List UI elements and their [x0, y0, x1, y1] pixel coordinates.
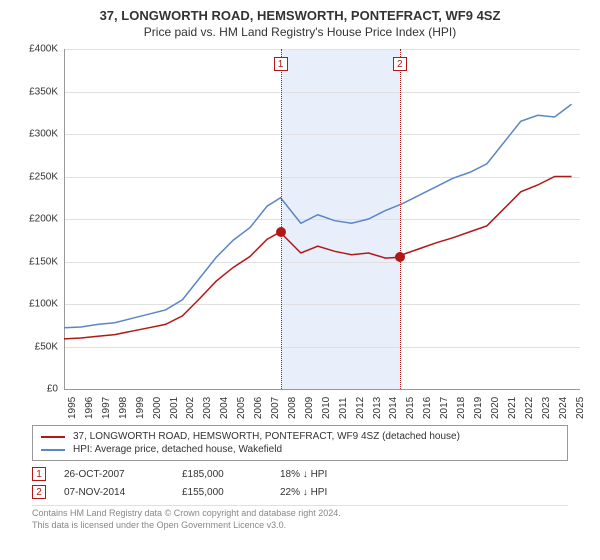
- y-tick-label: £50K: [18, 341, 58, 352]
- legend: 37, LONGWORTH ROAD, HEMSWORTH, PONTEFRAC…: [32, 425, 568, 461]
- y-tick-label: £400K: [18, 44, 58, 55]
- x-tick-label: 2023: [541, 397, 552, 419]
- x-tick-label: 2011: [338, 397, 349, 419]
- sales-row-date: 26-OCT-2007: [64, 469, 164, 480]
- x-axis: [64, 389, 580, 390]
- y-tick-label: £250K: [18, 171, 58, 182]
- x-tick-label: 1998: [118, 397, 129, 419]
- y-tick-label: £0: [18, 384, 58, 395]
- y-tick-label: £350K: [18, 86, 58, 97]
- event-vline: [400, 49, 401, 389]
- x-tick-label: 2001: [169, 397, 180, 419]
- chart-subtitle: Price paid vs. HM Land Registry's House …: [12, 25, 588, 39]
- y-tick-label: £300K: [18, 129, 58, 140]
- x-tick-label: 2002: [185, 397, 196, 419]
- x-tick-label: 2016: [422, 397, 433, 419]
- sales-row: 2 07-NOV-2014 £155,000 22% ↓ HPI: [32, 483, 568, 501]
- footer-line1: Contains HM Land Registry data © Crown c…: [32, 506, 568, 518]
- legend-label-subject: 37, LONGWORTH ROAD, HEMSWORTH, PONTEFRAC…: [73, 431, 460, 442]
- plot-region: 12: [64, 49, 580, 389]
- sales-row-price: £155,000: [182, 487, 262, 498]
- chart-lines: [64, 49, 580, 389]
- x-tick-label: 2025: [575, 397, 586, 419]
- x-tick-label: 2005: [236, 397, 247, 419]
- event-marker: 1: [274, 57, 288, 71]
- x-tick-label: 2012: [355, 397, 366, 419]
- sales-row: 1 26-OCT-2007 £185,000 18% ↓ HPI: [32, 465, 568, 483]
- x-tick-label: 2010: [321, 397, 332, 419]
- sales-row-date: 07-NOV-2014: [64, 487, 164, 498]
- sales-row-marker: 1: [32, 467, 46, 481]
- legend-swatch-hpi: [41, 449, 65, 451]
- x-tick-label: 2015: [405, 397, 416, 419]
- x-tick-label: 2024: [558, 397, 569, 419]
- x-tick-label: 2003: [202, 397, 213, 419]
- x-tick-label: 2020: [490, 397, 501, 419]
- chart-title: 37, LONGWORTH ROAD, HEMSWORTH, PONTEFRAC…: [12, 8, 588, 23]
- sales-table: 1 26-OCT-2007 £185,000 18% ↓ HPI 2 07-NOV-201…: [32, 465, 568, 501]
- x-tick-label: 1999: [135, 397, 146, 419]
- x-tick-label: 1995: [67, 397, 78, 419]
- x-tick-label: 2014: [388, 397, 399, 419]
- sales-row-vs-hpi: 18% ↓ HPI: [280, 469, 327, 480]
- footer-line2: This data is licensed under the Open Gov…: [32, 518, 568, 530]
- sales-row-vs-hpi: 22% ↓ HPI: [280, 487, 327, 498]
- x-tick-label: 2018: [456, 397, 467, 419]
- x-tick-label: 2013: [372, 397, 383, 419]
- x-tick-label: 2021: [507, 397, 518, 419]
- x-tick-label: 1997: [101, 397, 112, 419]
- chart-area: 12 £0£50K£100K£150K£200K£250K£300K£350K£…: [20, 49, 580, 419]
- x-tick-label: 2004: [219, 397, 230, 419]
- y-tick-label: £100K: [18, 299, 58, 310]
- y-tick-label: £150K: [18, 256, 58, 267]
- x-tick-label: 2008: [287, 397, 298, 419]
- legend-item-hpi: HPI: Average price, detached house, Wake…: [41, 443, 559, 456]
- sales-row-price: £185,000: [182, 469, 262, 480]
- x-tick-label: 2009: [304, 397, 315, 419]
- x-tick-label: 1996: [84, 397, 95, 419]
- x-tick-label: 2019: [473, 397, 484, 419]
- x-tick-label: 2000: [152, 397, 163, 419]
- event-marker: 2: [393, 57, 407, 71]
- legend-swatch-subject: [41, 436, 65, 438]
- y-tick-label: £200K: [18, 214, 58, 225]
- x-tick-label: 2006: [253, 397, 264, 419]
- x-tick-label: 2007: [270, 397, 281, 419]
- series-hpi: [64, 104, 572, 328]
- legend-item-subject: 37, LONGWORTH ROAD, HEMSWORTH, PONTEFRAC…: [41, 430, 559, 443]
- footer-attribution: Contains HM Land Registry data © Crown c…: [32, 505, 568, 530]
- legend-label-hpi: HPI: Average price, detached house, Wake…: [73, 444, 282, 455]
- event-vline: [281, 49, 282, 389]
- x-tick-label: 2022: [524, 397, 535, 419]
- series-subject: [64, 177, 572, 339]
- sale-dot: [276, 227, 286, 237]
- sale-dot: [395, 252, 405, 262]
- sales-row-marker: 2: [32, 485, 46, 499]
- x-tick-label: 2017: [439, 397, 450, 419]
